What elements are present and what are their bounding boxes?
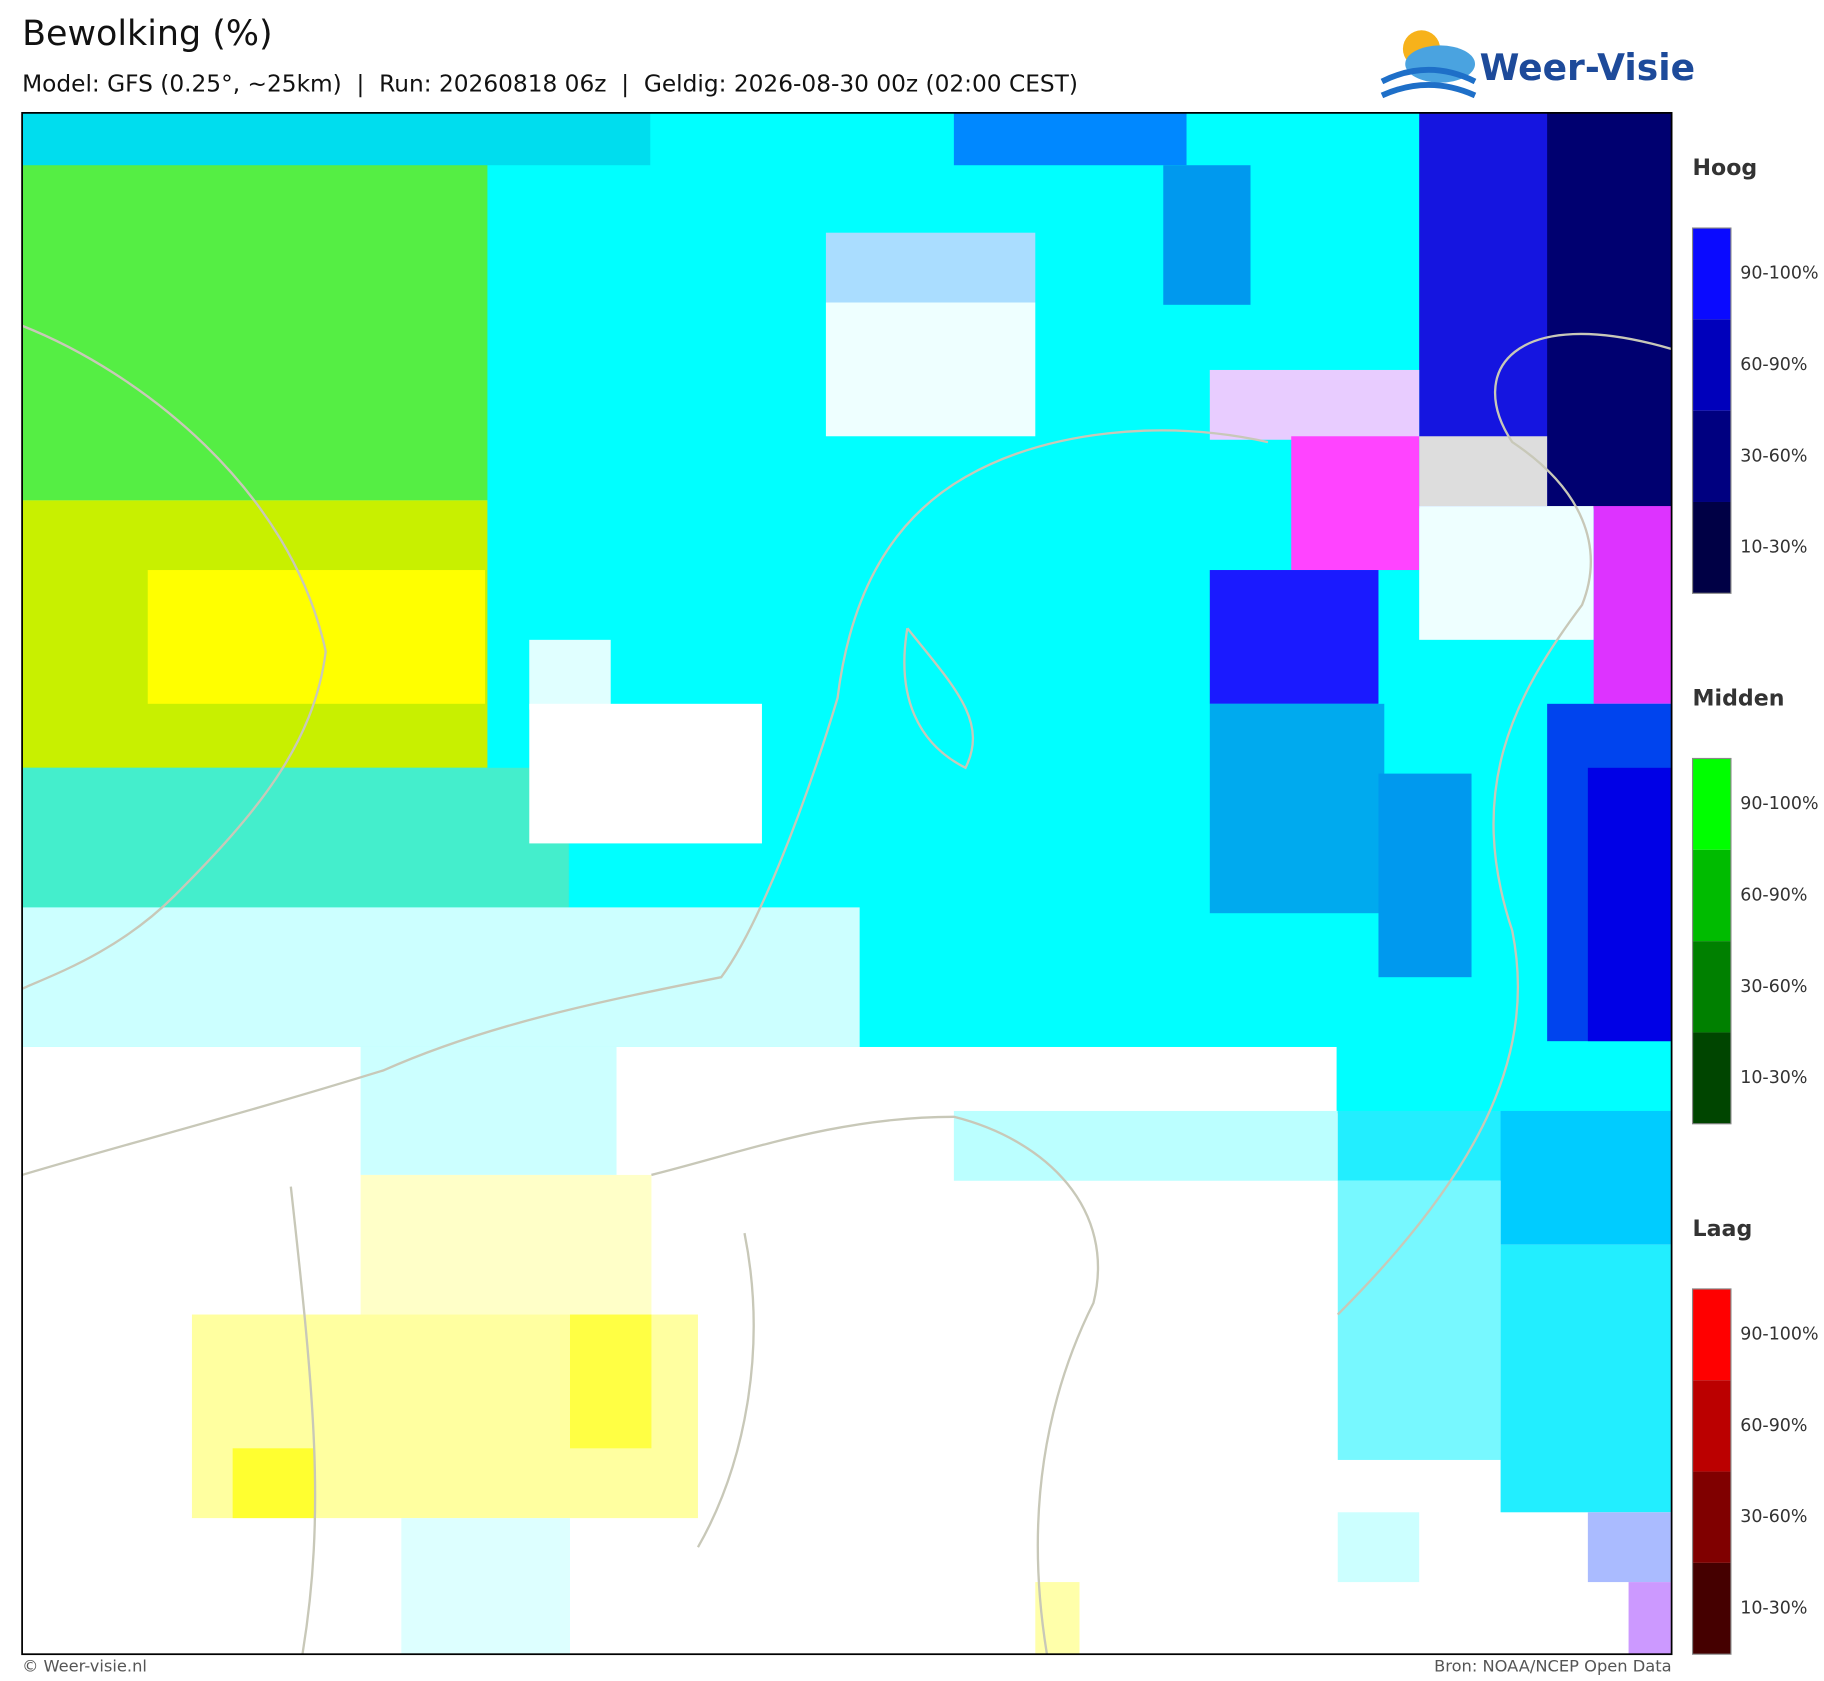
logo-icon <box>1380 30 1477 99</box>
legend: Hoog 90-100% 60-90% 30-60% 10-30% Midden 90-10… <box>1691 155 1819 1655</box>
legend-label: 60-90% <box>1740 1416 1807 1436</box>
credit: © Weer-visie.nl <box>22 1657 147 1676</box>
legend-label: 10-30% <box>1740 1068 1807 1088</box>
legend-swatch <box>1692 1471 1731 1563</box>
logo-text: Weer-Visie <box>1480 47 1695 89</box>
legend-label: 90-100% <box>1740 794 1818 814</box>
legend-frame <box>1691 757 1732 1125</box>
legend-title: Laag <box>1693 1216 1753 1242</box>
legend-swatch <box>1692 319 1731 411</box>
source: Bron: NOAA/NCEP Open Data <box>1434 1657 1672 1676</box>
legend-title: Midden <box>1693 686 1785 712</box>
legend-label: 30-60% <box>1740 977 1807 997</box>
legend-frame <box>1691 1288 1732 1655</box>
legend-swatch <box>1692 941 1731 1033</box>
legend-swatch <box>1692 1288 1731 1381</box>
subtitle: Model: GFS (0.25°, ~25km) | Run: 2026081… <box>22 70 1078 97</box>
legend-swatch <box>1692 1032 1731 1124</box>
legend-label: 30-60% <box>1740 1507 1807 1527</box>
legend-swatch <box>1692 410 1731 502</box>
cloud-map <box>21 112 1673 1656</box>
legend-label: 10-30% <box>1740 1599 1807 1619</box>
legend-swatch <box>1692 1562 1731 1655</box>
legend-swatch <box>1692 501 1731 594</box>
legend-label: 90-100% <box>1740 264 1818 284</box>
legend-swatch <box>1692 758 1731 850</box>
legend-frame <box>1691 227 1732 594</box>
legend-label: 30-60% <box>1740 446 1807 466</box>
legend-swatch <box>1692 228 1731 320</box>
legend-label: 60-90% <box>1740 885 1807 905</box>
legend-label: 10-30% <box>1740 538 1807 558</box>
legend-swatch <box>1692 849 1731 942</box>
legend-label: 90-100% <box>1740 1325 1818 1345</box>
legend-label: 60-90% <box>1740 355 1807 375</box>
legend-swatch <box>1692 1380 1731 1472</box>
legend-title: Hoog <box>1693 155 1758 181</box>
title: Bewolking (%) <box>22 14 273 54</box>
